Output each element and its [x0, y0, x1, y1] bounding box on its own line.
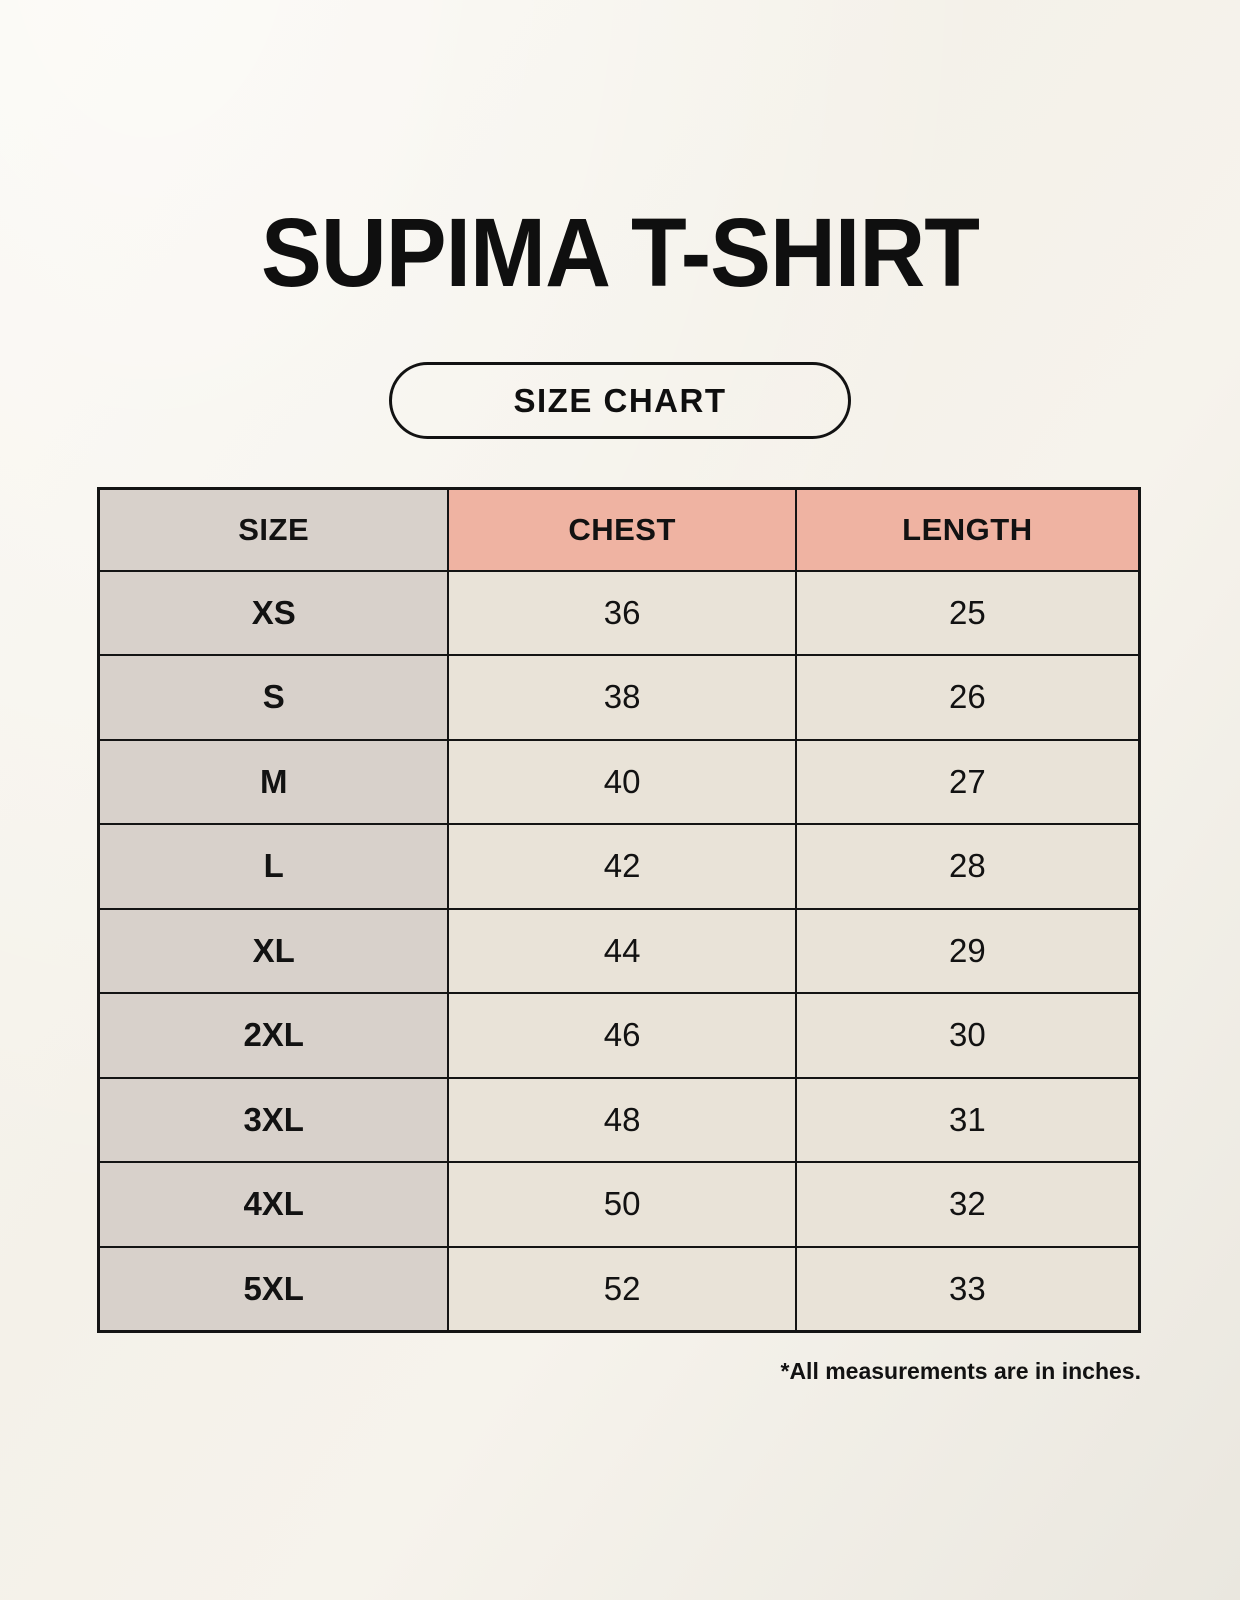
chest-cell: 44 [447, 907, 797, 994]
table-row: 5XL 52 33 [97, 1245, 1141, 1332]
table-row: 2XL 46 30 [97, 992, 1141, 1079]
header-cell-size: SIZE [97, 487, 450, 572]
size-cell: M [97, 738, 450, 825]
length-cell: 29 [794, 907, 1141, 994]
table-row: L 42 28 [97, 823, 1141, 910]
chest-cell: 52 [447, 1245, 797, 1332]
chest-cell: 48 [447, 1076, 797, 1163]
size-cell: L [97, 823, 450, 910]
length-cell: 25 [794, 569, 1141, 656]
length-cell: 33 [794, 1245, 1141, 1332]
size-cell: 3XL [97, 1076, 450, 1163]
length-cell: 32 [794, 1161, 1141, 1248]
table-row: 4XL 50 32 [97, 1161, 1141, 1248]
size-cell: XL [97, 907, 450, 994]
size-cell: S [97, 654, 450, 741]
size-chart-table: SIZE CHEST LENGTH XS 36 25 S 38 26 M 40 27 L 42 28 X… [97, 487, 1141, 1333]
header-cell-chest: CHEST [447, 487, 797, 572]
chest-cell: 36 [447, 569, 797, 656]
table-row: 3XL 48 31 [97, 1076, 1141, 1163]
table-row: XS 36 25 [97, 569, 1141, 656]
size-cell: 5XL [97, 1245, 450, 1332]
chest-cell: 46 [447, 992, 797, 1079]
size-chart-badge: SIZE CHART [389, 362, 851, 439]
size-cell: 4XL [97, 1161, 450, 1248]
chest-cell: 50 [447, 1161, 797, 1248]
length-cell: 26 [794, 654, 1141, 741]
header-cell-length: LENGTH [794, 487, 1141, 572]
table-row: S 38 26 [97, 654, 1141, 741]
size-table-body: XS 36 25 S 38 26 M 40 27 L 42 28 XL 44 29 2XL 46 30 3XL 48 3… [97, 569, 1141, 1332]
size-chart-table-header: SIZE CHEST LENGTH [97, 487, 1141, 572]
chest-cell: 38 [447, 654, 797, 741]
size-cell: 2XL [97, 992, 450, 1079]
length-cell: 31 [794, 1076, 1141, 1163]
table-row: XL 44 29 [97, 907, 1141, 994]
table-row: M 40 27 [97, 738, 1141, 825]
length-cell: 28 [794, 823, 1141, 910]
chest-cell: 42 [447, 823, 797, 910]
measurements-footnote: *All measurements are in inches. [780, 1358, 1142, 1384]
page-title: SUPIMA T-SHIRT [261, 198, 980, 307]
chest-cell: 40 [447, 738, 797, 825]
header-row: SIZE CHEST LENGTH [97, 487, 1141, 572]
size-cell: XS [97, 569, 450, 656]
length-cell: 30 [794, 992, 1141, 1079]
length-cell: 27 [794, 738, 1141, 825]
size-chart-badge-label: SIZE CHART [513, 381, 727, 419]
